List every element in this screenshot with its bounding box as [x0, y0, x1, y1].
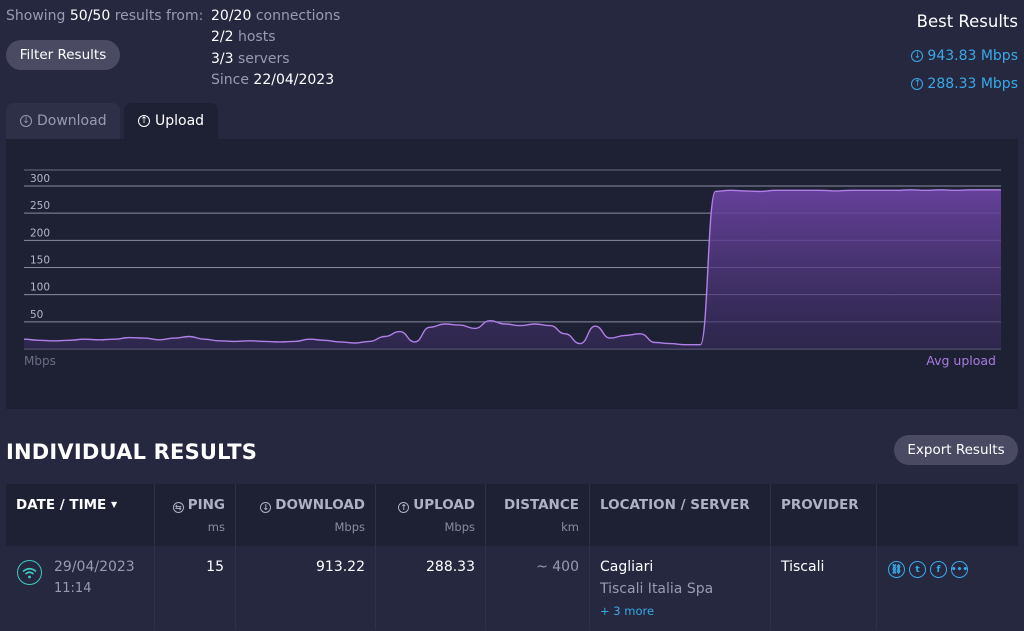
cell-location-server: Cagliari Tiscali Italia Spa + 3 more — [590, 546, 771, 630]
facebook-icon[interactable]: f — [930, 561, 947, 578]
more-icon[interactable]: ••• — [951, 561, 968, 578]
best-results: Best Results ↓ 943.83 Mbps ↑ 288.33 Mbps — [911, 12, 1018, 98]
link-icon[interactable]: ⛓ — [888, 561, 905, 578]
export-results-button[interactable]: Export Results — [894, 435, 1018, 465]
best-upload: ↑ 288.33 Mbps — [911, 70, 1018, 98]
cell-ping: 15 — [155, 546, 236, 630]
upload-line — [23, 189, 1001, 346]
y-tick-label: 200 — [30, 227, 50, 239]
col-download[interactable]: ↓ DOWNLOAD Mbps — [236, 484, 376, 546]
y-tick-label: 150 — [30, 255, 50, 267]
server-name: Tiscali Italia Spa — [600, 581, 714, 597]
sort-desc-icon: ▼ — [110, 500, 118, 509]
arrow-down-circle-icon: ↓ — [260, 502, 272, 513]
stat-hosts: 2/2 hosts — [211, 29, 276, 46]
col-location-server[interactable]: LOCATION / SERVER — [590, 484, 771, 546]
col-distance[interactable]: DISTANCE km — [486, 484, 590, 546]
tab-download[interactable]: ↓ Download — [6, 103, 120, 139]
y-unit-label: Mbps — [24, 354, 56, 368]
col-provider[interactable]: PROVIDER — [771, 484, 877, 546]
cell-distance: ~ 400 — [486, 546, 590, 630]
y-tick-label: 300 — [30, 173, 50, 185]
cell-upload: 288.33 — [376, 546, 486, 630]
stats-list: 20/20 connections 2/2 hosts 3/3 servers … — [211, 8, 340, 93]
cell-download: 913.22 — [236, 546, 376, 630]
more-servers-link[interactable]: + 3 more — [600, 604, 655, 618]
upload-area — [24, 189, 1001, 349]
table-header: DATE / TIME ▼ ⇆ PING ms ↓ DOWNLOAD Mbps ↑ U… — [6, 484, 1018, 546]
arrow-down-circle-icon: ↓ — [911, 50, 924, 62]
y-tick-label: 100 — [30, 282, 50, 294]
cell-date-time: 29/04/2023 11:14 — [6, 546, 155, 630]
arrow-down-circle-icon: ↓ — [20, 115, 32, 127]
arrow-up-circle-icon: ↑ — [398, 502, 410, 513]
chart-legend: Avg upload — [926, 353, 996, 368]
stat-since: Since 22/04/2023 — [211, 71, 335, 88]
individual-results-title: INDIVIDUAL RESULTS — [6, 440, 258, 464]
y-tick-label: 50 — [30, 309, 43, 321]
best-download: ↓ 943.83 Mbps — [911, 42, 1018, 70]
col-upload[interactable]: ↑ UPLOAD Mbps — [376, 484, 486, 546]
ping-icon: ⇆ — [172, 502, 184, 513]
col-ping[interactable]: ⇆ PING ms — [155, 484, 236, 546]
upload-chart-panel: 50 100 150 200 250 300 Mbps Avg upload — [6, 139, 1018, 409]
tab-upload[interactable]: ↑ Upload — [124, 103, 218, 139]
showing-count: 50/50 — [69, 8, 111, 24]
twitter-icon[interactable]: t — [909, 561, 926, 578]
showing-prefix: Showing — [6, 8, 66, 24]
showing-suffix: results from: — [114, 8, 204, 24]
col-date-time[interactable]: DATE / TIME ▼ — [6, 484, 155, 546]
location-city: Cagliari — [600, 559, 654, 575]
wifi-icon — [17, 560, 42, 585]
stat-servers: 3/3 servers — [211, 50, 290, 67]
stat-connections: 20/20 connections — [211, 8, 341, 24]
cell-provider: Tiscali — [771, 546, 877, 630]
results-summary: Showing 50/50 results from: — [6, 8, 203, 29]
table-row[interactable]: 29/04/2023 11:14 15 913.22 288.33 ~ 400 … — [6, 546, 1018, 630]
y-tick-label: 250 — [30, 200, 50, 212]
arrow-up-circle-icon: ↑ — [911, 78, 924, 90]
cell-actions: ⛓ t f ••• — [877, 546, 1018, 630]
best-results-title: Best Results — [916, 12, 1018, 31]
row-time: 11:14 — [54, 581, 92, 596]
filter-results-button[interactable]: Filter Results — [6, 40, 120, 70]
arrow-up-circle-icon: ↑ — [138, 115, 150, 127]
results-table: DATE / TIME ▼ ⇆ PING ms ↓ DOWNLOAD Mbps ↑ U… — [6, 484, 1018, 630]
row-date: 29/04/2023 — [54, 559, 135, 575]
col-actions — [877, 484, 1018, 546]
upload-chart: 50 100 150 200 250 300 Mbps Avg upload — [23, 169, 1001, 368]
